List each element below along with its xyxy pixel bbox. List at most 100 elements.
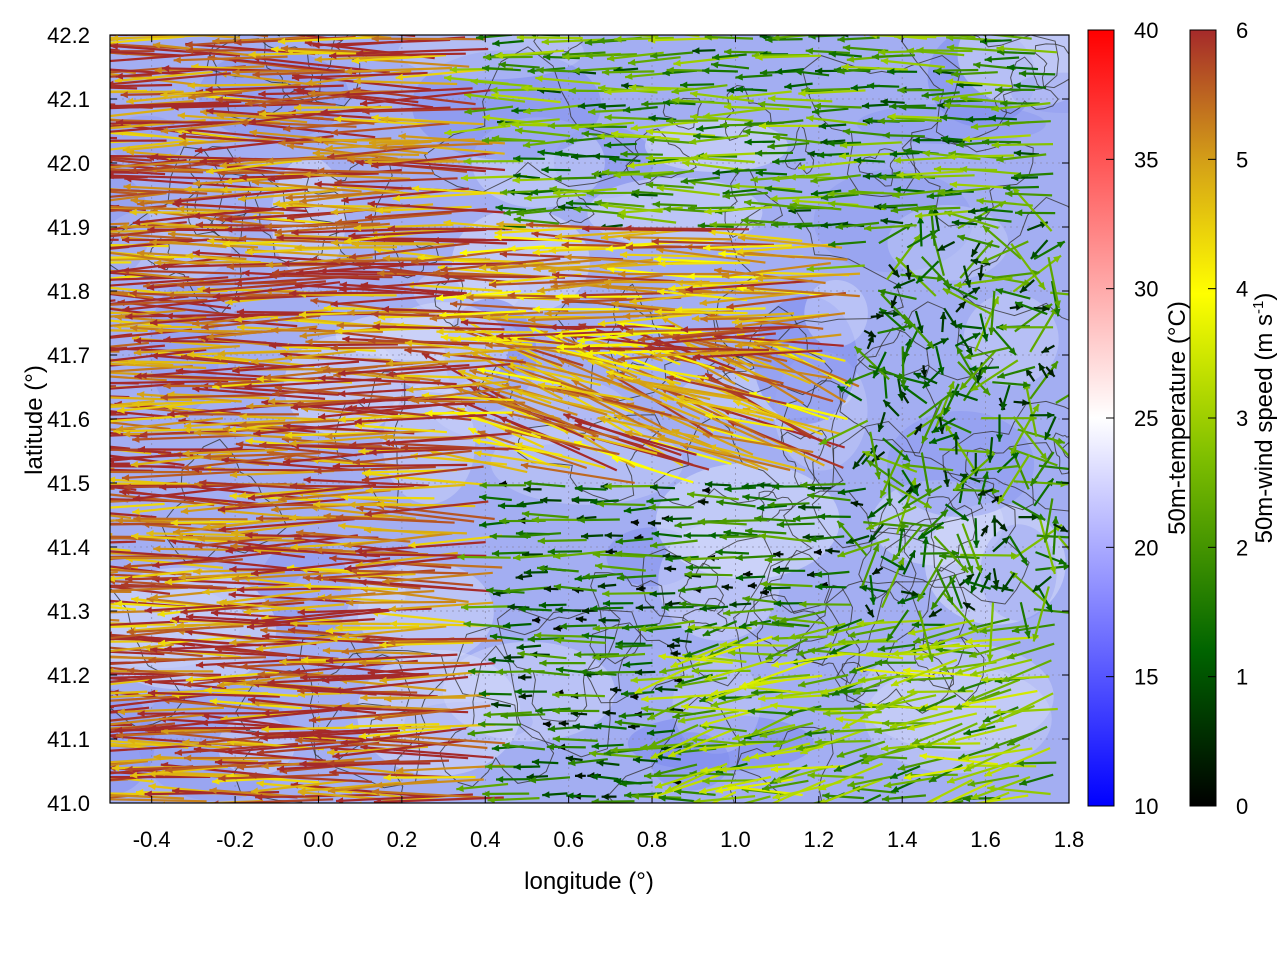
- wind-vector-head: [699, 787, 707, 795]
- wind-vector-shaft: [800, 482, 846, 487]
- wind-vector-head: [95, 266, 103, 273]
- wind-vector-head: [50, 522, 57, 529]
- wind-vector-shaft: [813, 104, 862, 109]
- wind-vector-head: [214, 353, 222, 361]
- wind-vector-shaft: [71, 327, 109, 328]
- wind-vector-head: [647, 713, 656, 720]
- wind-vector-shaft: [110, 605, 136, 611]
- wind-vector-shaft: [281, 345, 376, 352]
- wind-vector-shaft: [396, 374, 494, 380]
- wind-vector-head: [552, 271, 560, 279]
- wind-vector-head: [1008, 347, 1016, 355]
- wind-vector-head: [440, 265, 448, 273]
- wind-vector-head: [329, 555, 337, 563]
- wind-vector-shaft: [110, 207, 133, 213]
- wind-vector-head: [661, 604, 669, 611]
- wind-vector-head: [817, 513, 826, 520]
- wind-vector-head: [478, 264, 487, 271]
- wind-vector-head: [516, 500, 525, 508]
- wind-vector-shaft: [726, 291, 847, 309]
- wind-vector-shaft: [212, 36, 324, 43]
- wind-vector-head: [364, 158, 372, 166]
- wind-vector-head: [499, 250, 508, 258]
- wind-vector-head: [463, 157, 471, 165]
- wind-vector-head: [972, 540, 980, 548]
- wind-vector-head: [528, 776, 537, 784]
- wind-vector-shaft: [649, 723, 699, 748]
- wind-vector-shaft: [517, 652, 567, 660]
- wind-vector-shaft: [386, 363, 511, 376]
- wind-vector-head: [946, 596, 953, 605]
- wind-vector-head: [357, 397, 365, 405]
- wind-vector-shaft: [110, 556, 209, 560]
- wind-vector-shaft: [152, 550, 282, 567]
- wind-vector-head: [771, 661, 780, 668]
- wind-vector-head: [128, 358, 136, 366]
- wind-vector-head: [6, 467, 13, 474]
- wind-vector-head: [83, 446, 90, 453]
- wind-vector-head: [516, 209, 525, 217]
- wind-vector-shaft: [110, 569, 203, 581]
- wind-vector-head: [90, 480, 97, 487]
- wind-vector-shaft: [260, 729, 401, 740]
- wind-vector-head: [571, 153, 579, 161]
- wind-vector-head: [470, 78, 479, 86]
- wind-vector-head: [988, 327, 996, 335]
- wind-vector-shaft: [110, 760, 149, 767]
- wind-vector-shaft: [932, 381, 955, 434]
- contour-line: [900, 35, 1059, 144]
- wind-vector-shaft: [942, 104, 998, 109]
- wind-vector-head: [69, 651, 77, 658]
- wind-vector-shaft: [664, 762, 728, 793]
- wind-vector-head: [982, 225, 991, 234]
- wind-vector-shaft: [692, 349, 823, 359]
- wind-vector-head: [340, 493, 348, 501]
- wind-vector-shaft: [880, 293, 912, 327]
- wind-vector-head: [792, 197, 800, 205]
- wind-vector-shaft: [110, 50, 184, 57]
- wind-vector-head: [110, 42, 119, 50]
- wind-vector-head: [670, 661, 679, 668]
- wind-vector-shaft: [671, 84, 728, 94]
- wind-vector-shaft: [388, 639, 503, 644]
- wind-vector-shaft: [666, 119, 719, 123]
- wind-vector-head: [125, 575, 133, 583]
- wind-vector-head: [584, 38, 593, 46]
- wind-vector-head: [897, 393, 905, 401]
- wind-vector-head: [283, 125, 291, 133]
- y-tick-label: 41.5: [47, 471, 90, 496]
- wind-vector-head: [537, 382, 546, 390]
- wind-vector-head: [842, 722, 851, 729]
- wind-vector-shaft: [356, 47, 489, 55]
- wind-vector-shaft: [180, 601, 305, 614]
- wind-vector-shaft: [970, 775, 1031, 800]
- wind-vector-head: [793, 515, 801, 522]
- wind-vector-head: [597, 132, 605, 140]
- wind-vector-head: [751, 689, 759, 696]
- wind-vector-head: [347, 155, 355, 163]
- wind-vector-shaft: [1002, 120, 1051, 125]
- wind-vector-head: [630, 124, 639, 132]
- wind-vector-shaft: [654, 310, 748, 315]
- wind-vector-shaft: [464, 105, 514, 114]
- wind-speed-colorbar-label: 50m-wind speed (m s-1): [1250, 293, 1278, 544]
- wind-vector-head: [715, 786, 724, 794]
- wind-vector-shaft: [303, 173, 411, 180]
- wind-vector-shaft: [124, 31, 146, 33]
- wind-vector-head: [772, 35, 780, 41]
- wind-vector-head: [891, 785, 900, 793]
- wind-vector-shaft: [672, 326, 794, 340]
- wind-vector-head: [527, 635, 535, 643]
- wind-vector-head: [590, 498, 598, 506]
- wind-vector-shaft: [192, 204, 323, 218]
- wind-vector-head: [79, 247, 87, 254]
- wind-vector-head: [668, 750, 677, 758]
- wind-vector-head: [768, 95, 776, 103]
- wind-vector-head: [110, 476, 116, 484]
- wind-vector-head: [594, 199, 602, 207]
- wind-vector-shaft: [485, 344, 601, 352]
- wind-vector-head: [620, 150, 628, 158]
- wind-vector-shaft: [341, 625, 447, 638]
- wind-vector-shaft: [383, 775, 476, 779]
- wind-vector-head: [248, 696, 256, 704]
